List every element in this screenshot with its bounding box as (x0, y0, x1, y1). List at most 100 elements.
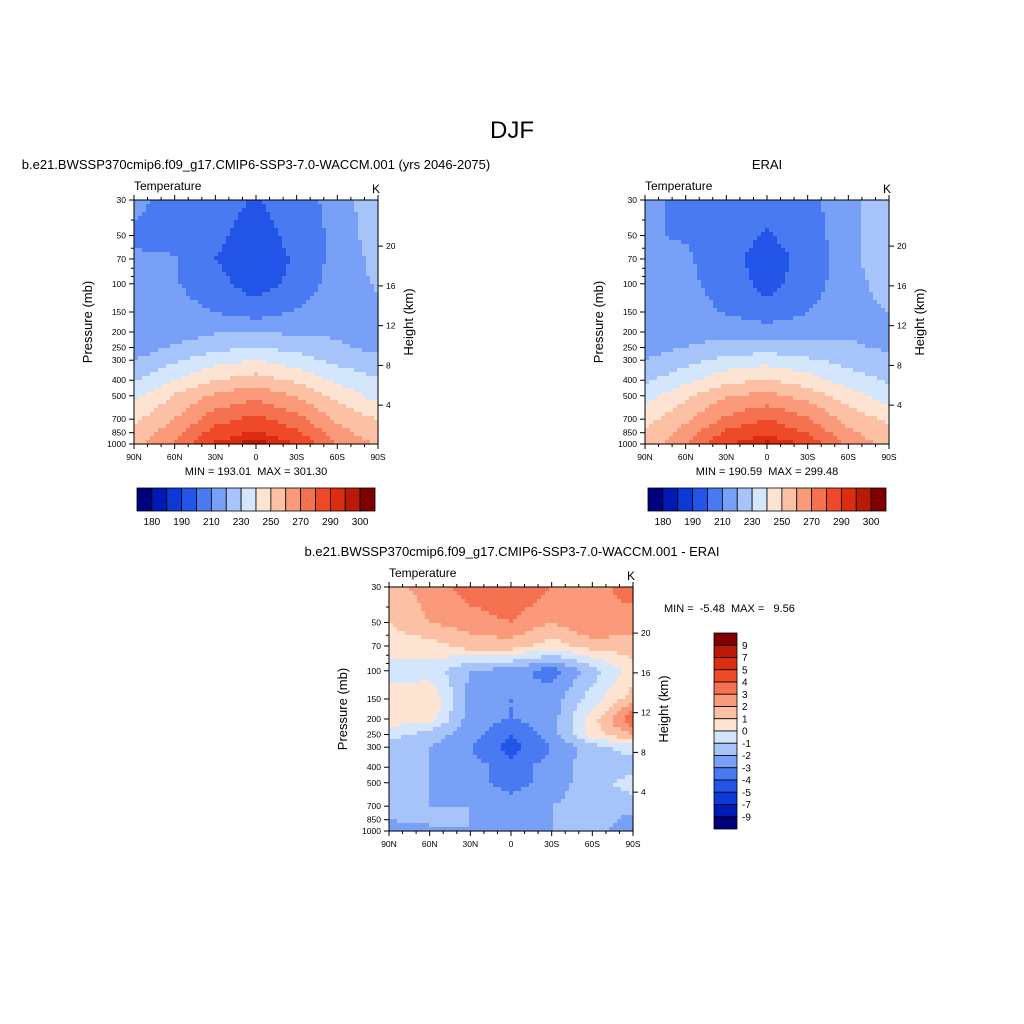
field-cell (342, 268, 347, 273)
field-cell (845, 220, 850, 225)
field-cell (206, 256, 211, 261)
field-cell (857, 248, 862, 253)
field-cell (162, 360, 167, 365)
field-cell (190, 220, 195, 225)
field-cell (346, 364, 351, 369)
field-cell (873, 268, 878, 273)
field-cell (238, 212, 243, 217)
field-cell (861, 220, 866, 225)
field-cell (218, 280, 223, 285)
field-cell (318, 388, 323, 393)
field-cell (362, 336, 367, 341)
field-cell (250, 352, 255, 357)
field-cell (374, 384, 379, 389)
field-cell (769, 200, 774, 205)
field-cell (150, 272, 155, 277)
field-cell (282, 348, 287, 353)
field-cell (326, 428, 331, 433)
field-cell (330, 392, 335, 397)
field-cell (138, 348, 143, 353)
field-cell (298, 432, 303, 437)
field-cell (166, 212, 171, 217)
field-cell (350, 428, 355, 433)
field-cell (298, 264, 303, 269)
field-cell (234, 284, 239, 289)
field-cell (785, 268, 790, 273)
field-cell (150, 328, 155, 333)
field-cell (298, 356, 303, 361)
field-cell (869, 244, 874, 249)
field-cell (234, 280, 239, 285)
field-cell (789, 220, 794, 225)
field-cell (214, 364, 219, 369)
field-cell (693, 236, 698, 241)
field-cell (362, 264, 367, 269)
field-cell (210, 320, 215, 325)
field-cell (142, 248, 147, 253)
field-cell (773, 200, 778, 205)
field-cell (266, 420, 271, 425)
field-cell (282, 364, 287, 369)
field-cell (142, 368, 147, 373)
field-cell (142, 256, 147, 261)
field-cell (258, 240, 263, 245)
field-cell (274, 292, 279, 297)
field-cell (342, 412, 347, 417)
field-cell (298, 308, 303, 313)
field-cell (222, 312, 227, 317)
field-cell (781, 236, 786, 241)
field-cell (366, 248, 371, 253)
field-cell (218, 308, 223, 313)
field-cell (318, 220, 323, 225)
field-cell (665, 200, 670, 205)
field-cell (358, 324, 363, 329)
colorbar-swatch (315, 487, 331, 512)
field-cell (757, 200, 762, 205)
field-cell (202, 432, 207, 437)
field-cell (713, 272, 718, 277)
field-cell (206, 364, 211, 369)
field-cell (158, 224, 163, 229)
field-cell (294, 224, 299, 229)
field-cell (210, 248, 215, 253)
field-cell (705, 248, 710, 253)
field-cell (821, 264, 826, 269)
field-cell (266, 304, 271, 309)
field-cell (689, 232, 694, 237)
field-cell (669, 264, 674, 269)
field-cell (222, 376, 227, 381)
field-cell (693, 260, 698, 265)
field-cell (274, 336, 279, 341)
field-cell (230, 440, 235, 445)
field-cell (138, 392, 143, 397)
field-cell (689, 228, 694, 233)
field-cell (865, 220, 870, 225)
field-cell (226, 272, 231, 277)
field-cell (226, 356, 231, 361)
field-cell (190, 368, 195, 373)
field-cell (741, 256, 746, 261)
field-cell (709, 212, 714, 217)
field-cell (334, 344, 339, 349)
field-cell (242, 356, 247, 361)
field-cell (314, 268, 319, 273)
field-cell (705, 212, 710, 217)
field-cell (206, 300, 211, 305)
field-cell (150, 404, 155, 409)
field-cell (294, 200, 299, 205)
field-cell (282, 324, 287, 329)
field-cell (821, 248, 826, 253)
field-cell (857, 208, 862, 213)
field-cell (350, 332, 355, 337)
field-cell (865, 260, 870, 265)
field-cell (282, 272, 287, 277)
field-cell (210, 416, 215, 421)
field-cell (342, 288, 347, 293)
field-cell (286, 236, 291, 241)
field-cell (366, 208, 371, 213)
field-cell (270, 220, 275, 225)
field-cell (154, 388, 159, 393)
field-cell (661, 204, 666, 209)
field-cell (266, 292, 271, 297)
field-cell (322, 328, 327, 333)
